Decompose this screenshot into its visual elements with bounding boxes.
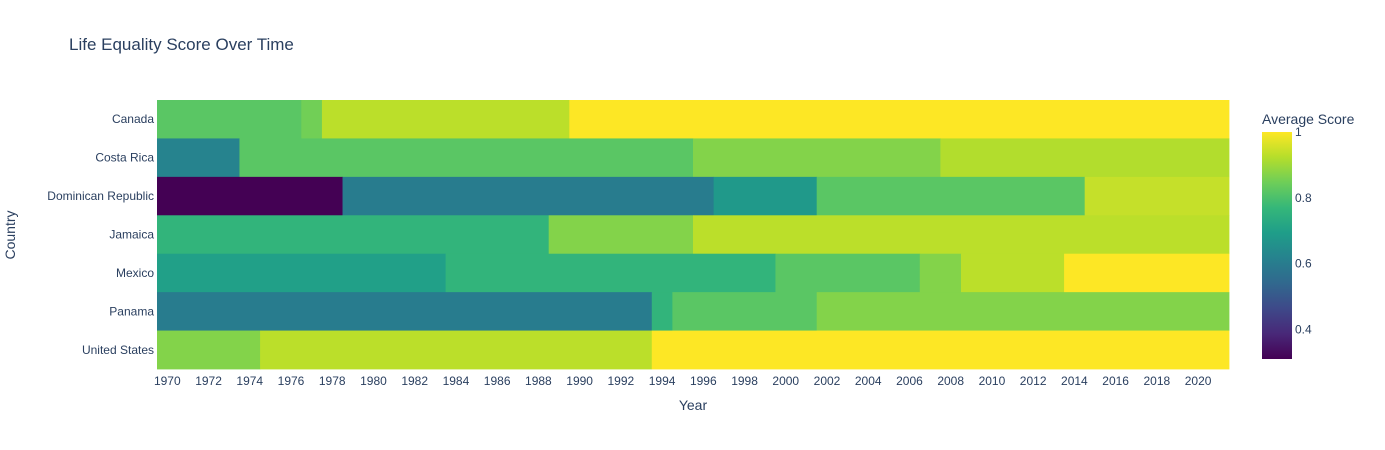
x-tick-label: 2014 [1061, 374, 1088, 388]
heatmap-cell-panama-2002-2021 [816, 292, 1230, 331]
x-tick-label: 1984 [443, 374, 470, 388]
y-tick-label: Costa Rica [95, 151, 154, 165]
heatmap-cell-mexico-2007-2008 [919, 253, 962, 293]
x-tick-label: 2002 [814, 374, 841, 388]
heatmap-cell-united-states-1975-1993 [260, 330, 653, 370]
x-tick-label: 2006 [896, 374, 923, 388]
heatmap-cell-dominican-republic-2002-2014 [816, 176, 1086, 216]
heatmap-cell-canada-1978-1989 [321, 100, 570, 139]
heatmap-cell-dominican-republic-1979-1996 [342, 176, 715, 216]
heatmap-cell-canada-1990-2021 [569, 100, 1230, 139]
y-tick-label: Jamaica [109, 228, 154, 242]
x-tick-label: 1976 [278, 374, 305, 388]
colorbar-tick-label: 0.8 [1295, 191, 1312, 205]
heatmap-cell-panama-1994-1994 [651, 292, 673, 331]
heatmap-cells [157, 100, 1230, 370]
x-tick-label: 1982 [401, 374, 428, 388]
heatmap-cell-costa-rica-1996-2007 [693, 138, 941, 178]
heatmap-cell-mexico-2014-2021 [1064, 253, 1230, 293]
heatmap-cell-united-states-1970-1974 [157, 330, 261, 370]
x-tick-label: 2018 [1143, 374, 1170, 388]
heatmap-cell-jamaica-1970-1988 [157, 215, 550, 255]
heatmap-cell-united-states-1994-2021 [651, 330, 1230, 370]
y-tick-label: Mexico [116, 266, 154, 280]
heatmap-cell-mexico-2000-2006 [775, 253, 921, 293]
x-tick-label: 2016 [1102, 374, 1129, 388]
colorbar-tick-label: 1 [1295, 125, 1302, 139]
colorbar-tick-label: 0.6 [1295, 257, 1312, 271]
heatmap-cell-dominican-republic-1997-2001 [713, 176, 818, 216]
heatmap-cell-panama-1995-2001 [672, 292, 818, 331]
heatmap-cell-canada-1977-1977 [301, 100, 323, 139]
x-axis-title: Year [679, 397, 708, 413]
colorbar-ticks: 0.4 0.6 0.8 1 [1295, 125, 1312, 336]
x-tick-label: 1992 [607, 374, 634, 388]
y-axis-ticks: Canada Costa Rica Dominican Republic Jamaic… [47, 112, 154, 357]
y-tick-label: Dominican Republic [47, 189, 154, 203]
x-tick-label: 2012 [1020, 374, 1047, 388]
y-tick-label: Canada [112, 112, 154, 126]
colorbar-title: Average Score [1262, 111, 1355, 127]
x-tick-label: 1974 [236, 374, 263, 388]
colorbar: Average Score 0.4 0.6 0.8 1 [1262, 111, 1355, 359]
heatmap-cell-mexico-1970-1983 [157, 253, 447, 293]
heatmap-cell-jamaica-1989-1995 [548, 215, 694, 255]
heatmap-cell-costa-rica-2008-2021 [940, 138, 1230, 178]
x-tick-label: 2004 [855, 374, 882, 388]
x-tick-label: 2020 [1185, 374, 1212, 388]
heatmap-cell-mexico-2009-2013 [961, 253, 1065, 293]
x-tick-label: 1972 [195, 374, 222, 388]
x-tick-label: 1998 [731, 374, 758, 388]
y-tick-label: Panama [109, 304, 154, 318]
x-tick-label: 2000 [772, 374, 799, 388]
heatmap-cell-panama-1970-1993 [157, 292, 653, 331]
x-axis-ticks: 1970 1972 1974 1976 1978 1980 1982 1984 1986 1988… [154, 374, 1212, 388]
x-tick-label: 1988 [525, 374, 552, 388]
x-tick-label: 1978 [319, 374, 346, 388]
x-tick-label: 1996 [690, 374, 717, 388]
colorbar-tick-label: 0.4 [1295, 322, 1312, 336]
colorbar-gradient [1262, 132, 1292, 359]
x-tick-label: 1986 [484, 374, 511, 388]
chart-title: Life Equality Score Over Time [69, 35, 294, 54]
heatmap-cell-costa-rica-1970-1973 [157, 138, 240, 178]
heatmap-cell-dominican-republic-1970-1978 [157, 176, 343, 216]
heatmap-cell-canada-1970-1976 [157, 100, 302, 139]
x-tick-label: 1970 [154, 374, 181, 388]
heatmap-cell-jamaica-1996-2021 [693, 215, 1230, 255]
x-tick-label: 1994 [649, 374, 676, 388]
heatmap-cell-costa-rica-1974-1995 [239, 138, 694, 178]
y-axis-title: Country [2, 210, 18, 259]
heatmap-cell-dominican-republic-2015-2021 [1084, 176, 1230, 216]
x-tick-label: 2010 [979, 374, 1006, 388]
x-tick-label: 1980 [360, 374, 387, 388]
y-tick-label: United States [82, 343, 154, 357]
heatmap-cell-mexico-1984-1999 [445, 253, 776, 293]
x-tick-label: 2008 [937, 374, 964, 388]
x-tick-label: 1990 [566, 374, 593, 388]
